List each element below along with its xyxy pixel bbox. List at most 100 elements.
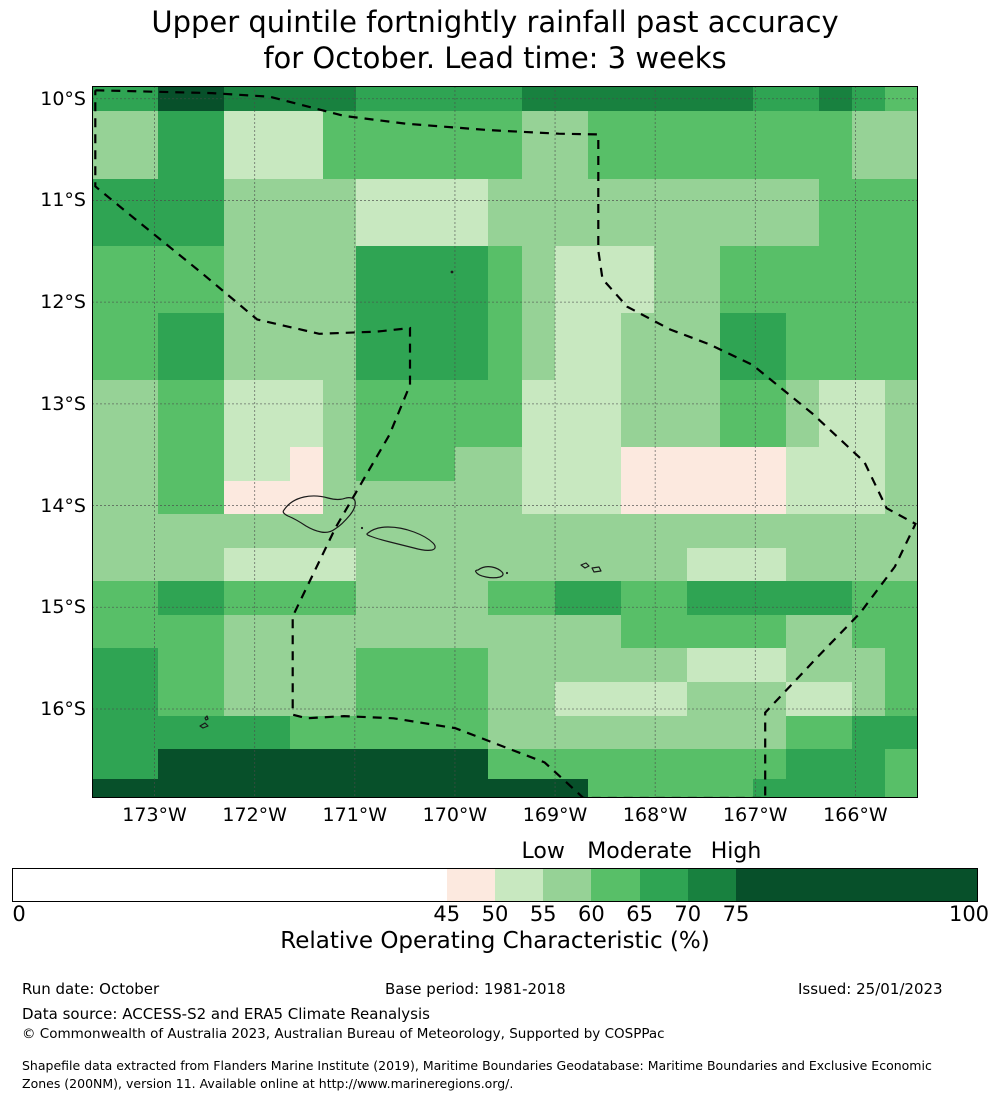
- heatmap-cell: [290, 413, 324, 448]
- heatmap-cell: [224, 447, 258, 482]
- heatmap-cell: [92, 312, 126, 347]
- heatmap-cell: [389, 346, 423, 381]
- heatmap-cell: [92, 346, 126, 381]
- heatmap-cell: [719, 648, 754, 683]
- heatmap-cell: [785, 581, 820, 616]
- heatmap-cell: [785, 86, 820, 113]
- heatmap-cell: [884, 581, 918, 616]
- heatmap-cell: [290, 514, 324, 549]
- heatmap-cell: [323, 715, 357, 750]
- heatmap-cell: [158, 480, 192, 515]
- heatmap-cell: [422, 178, 457, 213]
- heatmap-cell: [521, 312, 556, 347]
- heatmap-cell: [455, 682, 490, 717]
- heatmap-cell: [257, 379, 291, 415]
- heatmap-cell: [818, 514, 853, 549]
- heatmap-cell: [191, 715, 225, 750]
- footer-data-source: Data source: ACCESS-S2 and ERA5 Climate …: [22, 1005, 430, 1023]
- heatmap-cell: [620, 111, 655, 146]
- heatmap-cell: [752, 614, 787, 650]
- heatmap-cell: [686, 547, 721, 582]
- heatmap-cell: [785, 614, 820, 650]
- heatmap-cell: [92, 614, 126, 650]
- heatmap-cell: [785, 279, 820, 314]
- heatmap-cell: [125, 346, 159, 381]
- heatmap-cell: [554, 245, 589, 280]
- heatmap-cell: [884, 715, 918, 750]
- colorbar-tick-label: 50: [481, 902, 509, 926]
- heatmap-cell: [620, 346, 655, 381]
- heatmap-cell: [686, 111, 721, 146]
- heatmap-cell: [785, 682, 820, 717]
- colorbar-axis-label: Relative Operating Characteristic (%): [280, 928, 710, 954]
- colorbar-swatch: [446, 869, 495, 901]
- heatmap-cell: [686, 245, 721, 280]
- heatmap-cell: [752, 581, 787, 616]
- colorbar-category-moderate: Moderate: [587, 839, 692, 864]
- heatmap-cell: [422, 749, 457, 780]
- heatmap-cell: [191, 346, 225, 381]
- heatmap-cell: [884, 779, 918, 798]
- heatmap-cell: [785, 346, 820, 381]
- heatmap-cell: [587, 648, 622, 683]
- heatmap-cell: [521, 547, 556, 582]
- heatmap-cell: [851, 312, 886, 347]
- heatmap-cell: [587, 379, 622, 415]
- heatmap-cell: [554, 779, 589, 798]
- heatmap-cell: [125, 682, 159, 717]
- heatmap-cell: [554, 86, 589, 113]
- chart-title-line2: for October. Lead time: 3 weeks: [263, 41, 727, 75]
- heatmap-cell: [323, 379, 357, 415]
- heatmap-cell: [323, 279, 357, 314]
- heatmap-cell: [422, 547, 457, 582]
- heatmap-cell: [224, 346, 258, 381]
- heatmap-cell: [785, 144, 820, 180]
- heatmap-cell: [389, 144, 423, 180]
- heatmap-cell: [620, 480, 655, 515]
- heatmap-cell: [224, 379, 258, 415]
- heatmap-cell: [224, 779, 258, 798]
- footer-base-period: Base period: 1981-2018: [385, 980, 566, 998]
- heatmap-cell: [488, 144, 523, 180]
- heatmap-cell: [686, 581, 721, 616]
- colorbar-swatch: [639, 869, 688, 901]
- heatmap-cell: [422, 212, 457, 247]
- heatmap-cell: [587, 514, 622, 549]
- heatmap-cell: [587, 547, 622, 582]
- heatmap-cell: [323, 413, 357, 448]
- heatmap-cell: [455, 86, 490, 113]
- heatmap-cell: [389, 178, 423, 213]
- colorbar-swatch: [736, 869, 977, 901]
- heatmap-cell: [224, 111, 258, 146]
- heatmap-cell: [455, 379, 490, 415]
- x-axis: 173°W 172°W 171°W 170°W 169°W 168°W 167°W 166°W: [92, 806, 918, 832]
- heatmap-cell: [818, 447, 853, 482]
- heatmap-cell: [785, 111, 820, 146]
- heatmap-cell: [488, 447, 523, 482]
- heatmap-cell: [158, 212, 192, 247]
- heatmap-cell: [257, 715, 291, 750]
- heatmap-cell: [488, 312, 523, 347]
- heatmap-cell: [125, 413, 159, 448]
- heatmap-cell: [587, 779, 622, 798]
- heatmap-cell: [92, 514, 126, 549]
- map-plot-area[interactable]: [92, 86, 918, 798]
- heatmap-cell: [851, 413, 886, 448]
- colorbar[interactable]: [12, 868, 978, 902]
- heatmap-cell: [818, 245, 853, 280]
- heatmap-cell: [224, 749, 258, 780]
- heatmap-cell: [521, 779, 556, 798]
- heatmap-cell: [653, 312, 688, 347]
- heatmap-cell: [224, 312, 258, 347]
- heatmap-cell: [521, 648, 556, 683]
- colorbar-tick-label: 100: [948, 902, 990, 926]
- heatmap-cell: [884, 682, 918, 717]
- heatmap-cell: [158, 111, 192, 146]
- heatmap-cell: [785, 245, 820, 280]
- heatmap-cell: [521, 480, 556, 515]
- heatmap-cell: [620, 648, 655, 683]
- heatmap-cell: [620, 715, 655, 750]
- heatmap-cell: [488, 178, 523, 213]
- heatmap-cell: [686, 178, 721, 213]
- heatmap-cell: [554, 715, 589, 750]
